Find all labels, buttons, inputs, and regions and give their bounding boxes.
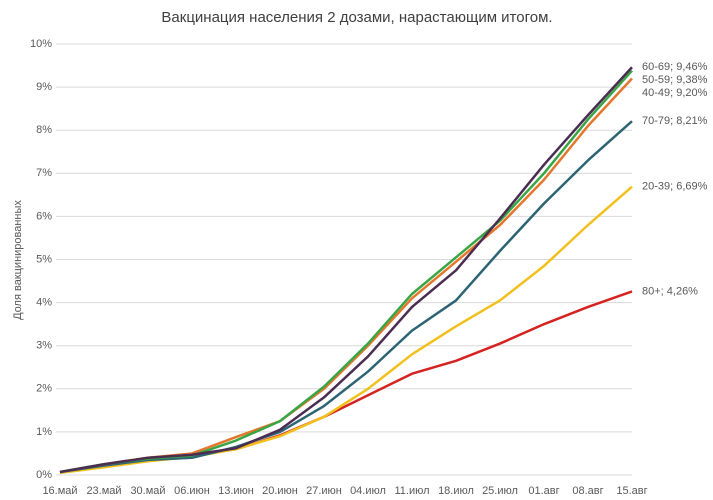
value-label: 60-69; 9,46%	[642, 61, 708, 73]
x-tick-label: 27.июн	[306, 485, 342, 497]
x-tick-label: 15.авг	[616, 485, 647, 497]
x-tick-label: 11.июл	[394, 485, 429, 497]
y-tick-label: 2%	[36, 383, 52, 395]
x-tick-label: 18.июл	[438, 485, 474, 497]
value-label: 40-49; 9,20%	[642, 87, 708, 99]
y-tick-label: 1%	[36, 426, 52, 438]
y-tick-label: 9%	[36, 81, 52, 93]
value-label: 70-79; 8,21%	[642, 115, 708, 127]
value-label: 20-39; 6,69%	[642, 181, 708, 193]
x-tick-label: 01.авг	[528, 485, 559, 497]
y-tick-label: 0%	[36, 469, 52, 481]
y-tick-label: 3%	[36, 340, 52, 352]
chart-title: Вакцинация населения 2 дозами, нарастающ…	[161, 9, 552, 26]
series-line	[59, 66, 633, 474]
series-line	[59, 290, 633, 474]
series-line	[59, 120, 633, 474]
x-tick-label: 25.июл	[482, 485, 518, 497]
x-tick-label: 20.июн	[262, 485, 298, 497]
x-tick-label: 08.авг	[572, 485, 603, 497]
value-label: 50-59; 9,38%	[642, 74, 708, 86]
x-tick-label: 06.июн	[174, 485, 210, 497]
y-axis-label: Доля вакцинированных	[12, 200, 24, 320]
x-tick-label: 13.июн	[218, 485, 254, 497]
series-line	[59, 69, 633, 474]
y-tick-label: 10%	[30, 38, 52, 50]
y-tick-label: 7%	[36, 167, 52, 179]
y-tick-label: 8%	[36, 124, 52, 136]
y-tick-label: 4%	[36, 297, 52, 309]
x-tick-label: 16.май	[42, 485, 77, 497]
series-line	[59, 185, 633, 475]
x-tick-label: 30.май	[130, 485, 165, 497]
y-tick-label: 5%	[36, 253, 52, 265]
y-tick-label: 6%	[36, 210, 52, 222]
x-tick-label: 23.май	[86, 485, 121, 497]
series-line	[59, 77, 633, 474]
value-label: 80+; 4,26%	[642, 285, 698, 297]
x-tick-label: 04.июл	[350, 485, 386, 497]
